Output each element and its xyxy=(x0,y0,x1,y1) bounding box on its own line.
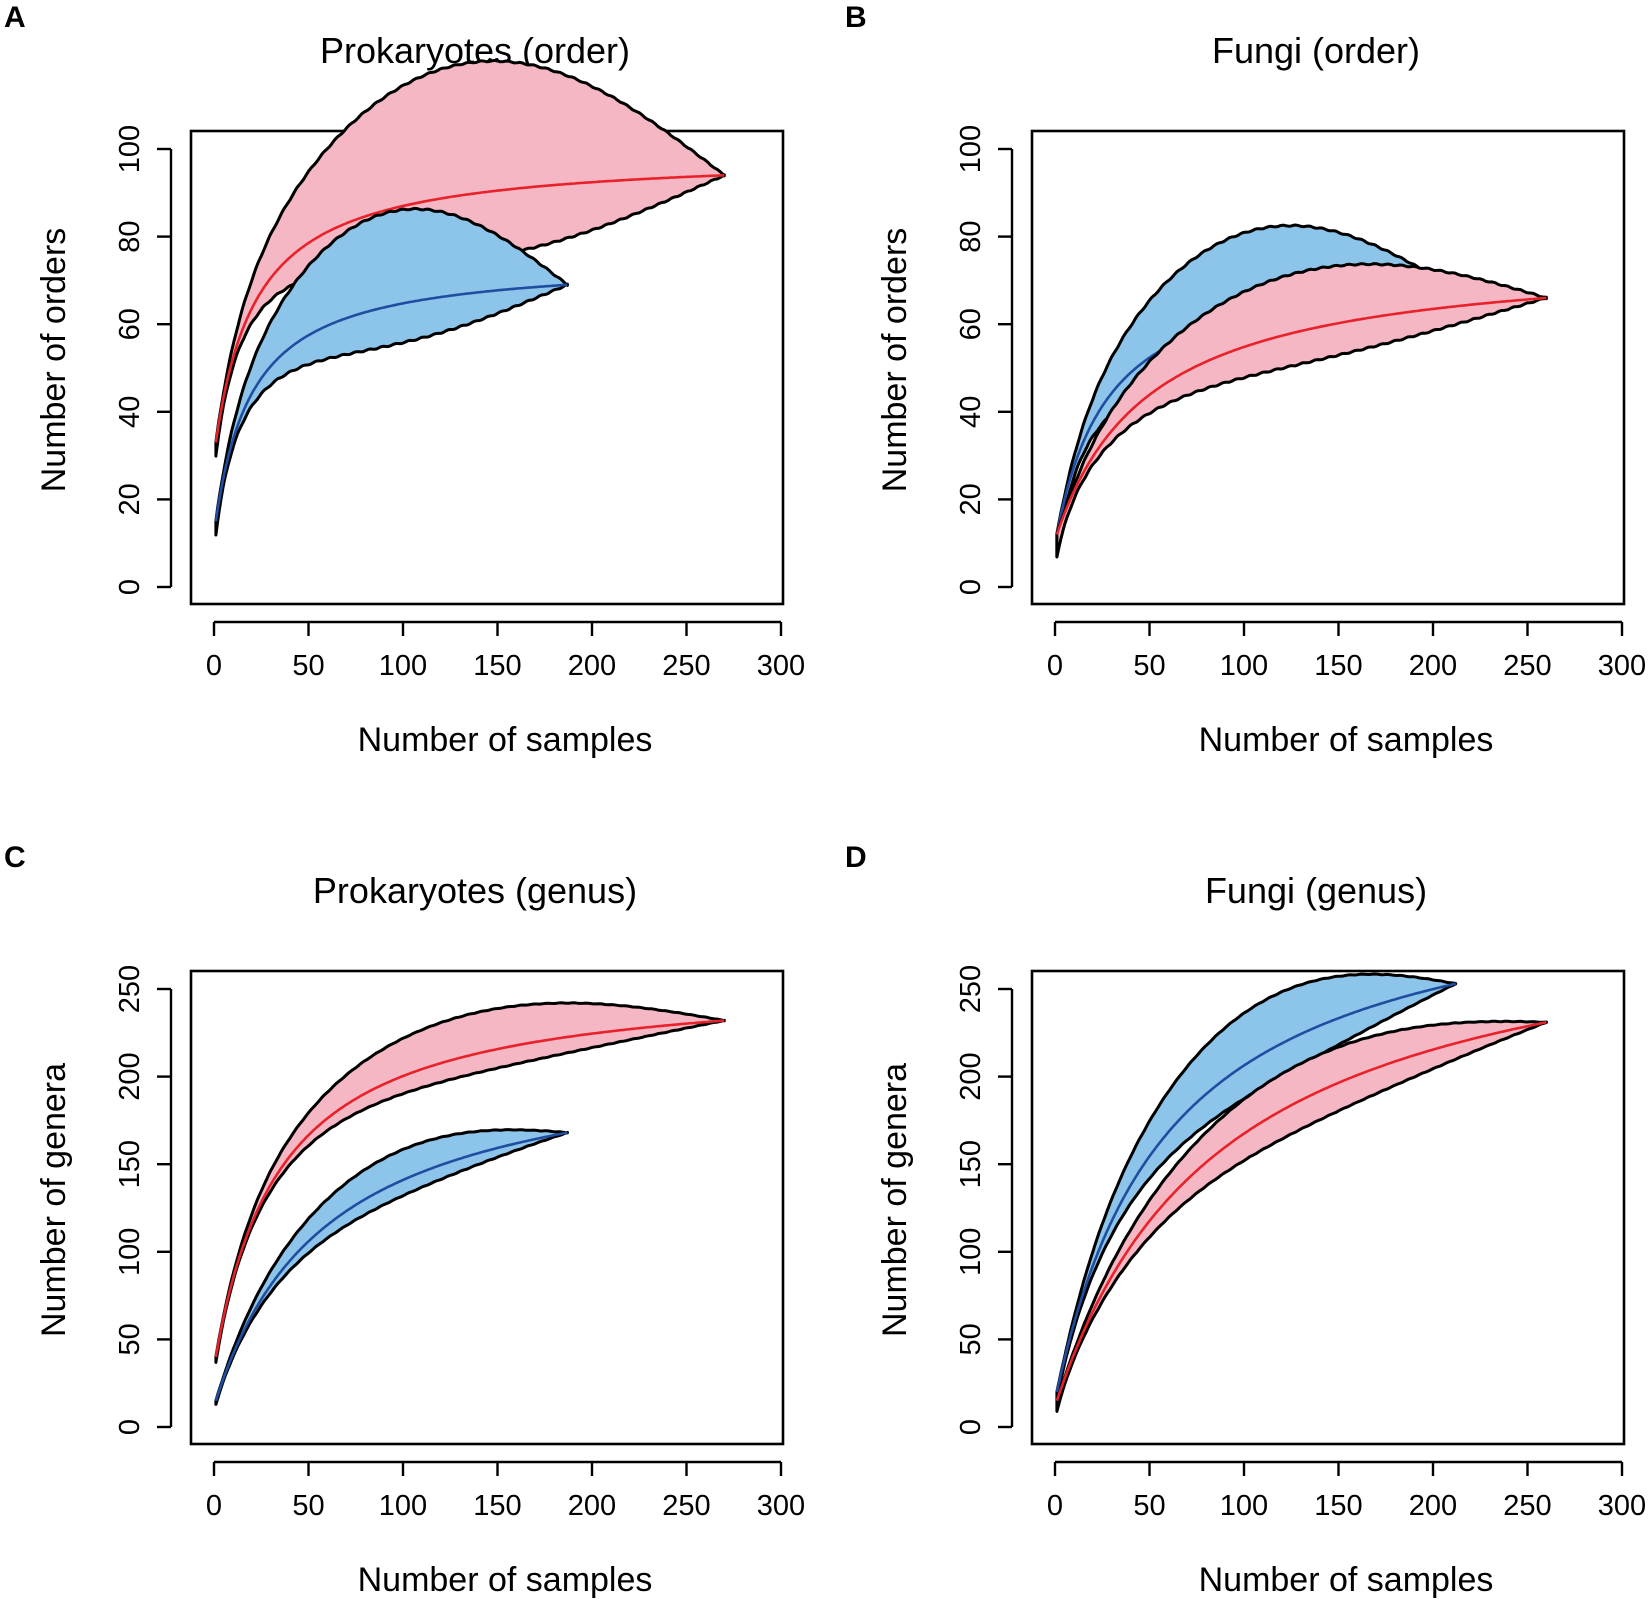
x-tick-label: 150 xyxy=(473,1490,521,1522)
x-tick-label: 50 xyxy=(292,1490,324,1522)
x-tick-label: 150 xyxy=(1314,1490,1362,1522)
x-tick-label: 100 xyxy=(379,650,427,682)
y-axis: 0 20 40 60 80 100 xyxy=(955,125,1014,595)
panel-letter: C xyxy=(4,841,26,874)
x-tick-label: 250 xyxy=(1503,650,1551,682)
series-band-blue xyxy=(214,206,569,537)
y-axis-label: Number of orders xyxy=(35,228,73,493)
x-tick-label: 300 xyxy=(757,1490,805,1522)
y-tick-label: 100 xyxy=(114,1228,146,1276)
plot-frame xyxy=(1030,969,1626,1446)
y-tick-label: 80 xyxy=(114,220,146,252)
y-tick-label: 50 xyxy=(114,1323,146,1355)
y-tick-label: 60 xyxy=(955,308,987,340)
series-mean-line-red xyxy=(1055,1021,1547,1402)
series-mean-line-blue xyxy=(214,1131,568,1402)
x-axis-label: Number of samples xyxy=(1199,1561,1494,1599)
y-tick-label: 250 xyxy=(114,965,146,1013)
y-tick-label: 250 xyxy=(955,965,987,1013)
x-tick-label: 200 xyxy=(1409,650,1457,682)
series-mean-line-red xyxy=(1055,296,1547,536)
y-tick-label: 0 xyxy=(114,579,146,595)
panel-b: B Fungi (order) 0 50 100 150 200 250 300 0 20 40 60 8… xyxy=(845,1,1646,759)
series-mean-line-red xyxy=(214,1019,725,1358)
y-tick-label: 200 xyxy=(955,1052,987,1100)
y-tick-label: 200 xyxy=(114,1052,146,1100)
x-tick-label: 50 xyxy=(1133,650,1165,682)
x-tick-label: 0 xyxy=(206,1490,222,1522)
chart-title: Fungi (genus) xyxy=(1205,870,1427,911)
x-axis: 0 50 100 150 200 250 300 xyxy=(1047,1460,1646,1522)
y-tick-label: 100 xyxy=(955,1228,987,1276)
y-tick-label: 60 xyxy=(114,308,146,340)
series-band-red xyxy=(1055,1019,1548,1413)
panel-letter: B xyxy=(845,1,867,34)
x-tick-label: 50 xyxy=(292,650,324,682)
panel-c: C Prokaryotes (genus) 0 50 100 150 200 250 300 0 5… xyxy=(4,841,805,1599)
x-tick-label: 300 xyxy=(1598,650,1646,682)
x-tick-label: 100 xyxy=(1220,650,1268,682)
panel-letter: A xyxy=(4,1,26,34)
y-tick-label: 20 xyxy=(114,483,146,515)
y-axis-label: Number of genera xyxy=(876,1063,914,1337)
series-mean-line-blue xyxy=(214,283,568,523)
x-tick-label: 100 xyxy=(1220,1490,1268,1522)
y-tick-label: 100 xyxy=(955,125,987,173)
x-axis-label: Number of samples xyxy=(358,1561,653,1599)
x-axis: 0 50 100 150 200 250 300 xyxy=(206,620,805,682)
x-tick-label: 50 xyxy=(1133,1490,1165,1522)
y-tick-label: 150 xyxy=(955,1140,987,1188)
y-tick-label: 80 xyxy=(955,220,987,252)
y-axis: 0 50 100 150 200 250 xyxy=(114,965,173,1435)
x-axis-label: Number of samples xyxy=(358,721,653,759)
x-tick-label: 200 xyxy=(568,650,616,682)
series-band-blue xyxy=(214,1128,569,1406)
x-tick-label: 300 xyxy=(1598,1490,1646,1522)
x-axis: 0 50 100 150 200 250 300 xyxy=(1047,620,1646,682)
y-tick-label: 40 xyxy=(955,396,987,428)
x-tick-label: 100 xyxy=(379,1490,427,1522)
x-tick-label: 200 xyxy=(568,1490,616,1522)
y-tick-label: 20 xyxy=(955,483,987,515)
y-tick-label: 100 xyxy=(114,125,146,173)
y-tick-label: 0 xyxy=(955,1419,987,1435)
y-axis-label: Number of orders xyxy=(876,228,914,493)
x-tick-label: 250 xyxy=(662,650,710,682)
y-tick-label: 150 xyxy=(114,1140,146,1188)
y-axis: 0 20 40 60 80 100 xyxy=(114,125,173,595)
chart-title: Fungi (order) xyxy=(1212,30,1420,71)
x-tick-label: 0 xyxy=(1047,1490,1063,1522)
panel-d: D Fungi (genus) 0 50 100 150 200 250 300 0 50 100 15… xyxy=(845,841,1646,1599)
x-tick-label: 0 xyxy=(206,650,222,682)
x-tick-label: 200 xyxy=(1409,1490,1457,1522)
x-tick-label: 150 xyxy=(473,650,521,682)
y-tick-label: 40 xyxy=(114,396,146,428)
plot-frame xyxy=(189,969,785,1446)
series-band-red xyxy=(214,1001,726,1364)
y-tick-label: 0 xyxy=(955,579,987,595)
x-tick-label: 250 xyxy=(662,1490,710,1522)
y-tick-label: 0 xyxy=(114,1419,146,1435)
x-axis: 0 50 100 150 200 250 300 xyxy=(206,1460,805,1522)
series-mean-line-blue xyxy=(1055,982,1456,1393)
x-tick-label: 250 xyxy=(1503,1490,1551,1522)
x-tick-label: 150 xyxy=(1314,650,1362,682)
chart-title: Prokaryotes (genus) xyxy=(313,870,637,911)
y-axis: 0 50 100 150 200 250 xyxy=(955,965,1014,1435)
plot-frame xyxy=(1030,129,1626,606)
y-tick-label: 50 xyxy=(955,1323,987,1355)
x-axis-label: Number of samples xyxy=(1199,721,1494,759)
y-axis-label: Number of genera xyxy=(35,1063,73,1337)
panel-letter: D xyxy=(845,841,867,874)
x-tick-label: 300 xyxy=(757,650,805,682)
x-tick-label: 0 xyxy=(1047,650,1063,682)
series-mean-line-red xyxy=(214,174,725,444)
